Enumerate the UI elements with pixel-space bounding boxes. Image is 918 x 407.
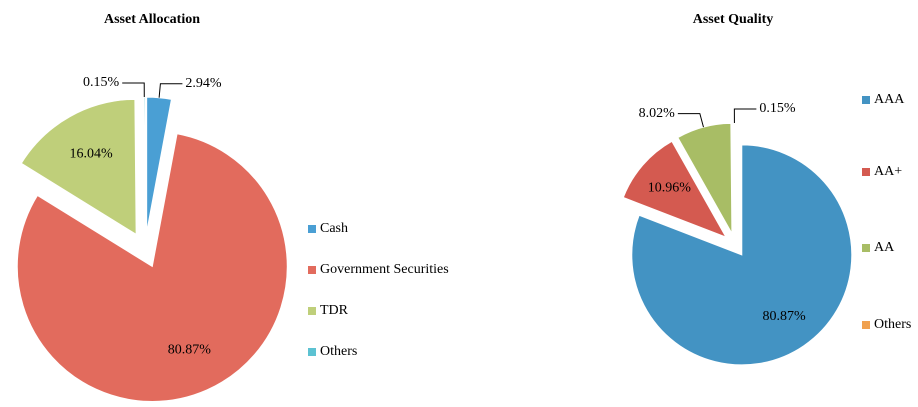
legend-label: AA+ bbox=[874, 164, 902, 179]
legend-swatch bbox=[862, 96, 870, 104]
legend-label: Others bbox=[874, 317, 911, 332]
data-label: 2.94% bbox=[185, 76, 222, 91]
legend-label: AA bbox=[874, 240, 895, 255]
pie-slice bbox=[733, 122, 736, 234]
chart-title: Asset Allocation bbox=[104, 12, 200, 27]
pie-slice bbox=[143, 96, 146, 233]
leader-line bbox=[158, 83, 183, 98]
chart-title: Asset Quality bbox=[693, 12, 774, 27]
legend-swatch bbox=[308, 225, 316, 233]
pie-slice bbox=[631, 144, 853, 366]
data-label: 16.04% bbox=[69, 147, 113, 162]
pie-slice bbox=[20, 98, 137, 236]
data-label: 0.15% bbox=[83, 75, 120, 90]
legend-swatch bbox=[308, 307, 316, 315]
pie-slice bbox=[622, 140, 728, 239]
legend-label: Government Securities bbox=[320, 262, 449, 277]
data-label: 0.15% bbox=[759, 101, 796, 116]
legend-label: AAA bbox=[874, 92, 905, 107]
leader-line bbox=[677, 113, 704, 128]
data-label: 80.87% bbox=[762, 309, 806, 324]
legend-swatch bbox=[862, 244, 870, 252]
data-label: 8.02% bbox=[639, 106, 676, 121]
pie-slice bbox=[677, 122, 733, 234]
data-label: 10.96% bbox=[648, 180, 692, 195]
leader-line bbox=[122, 82, 145, 98]
legend-swatch bbox=[308, 266, 316, 274]
legend-label: TDR bbox=[320, 303, 349, 318]
legend-label: Others bbox=[320, 344, 357, 359]
legend-swatch bbox=[308, 348, 316, 356]
data-label: 80.87% bbox=[168, 343, 212, 358]
legend-swatch bbox=[862, 321, 870, 329]
legend-swatch bbox=[862, 168, 870, 176]
leader-line bbox=[733, 108, 757, 124]
legend-label: Cash bbox=[320, 221, 348, 236]
pie-slice bbox=[16, 133, 288, 402]
